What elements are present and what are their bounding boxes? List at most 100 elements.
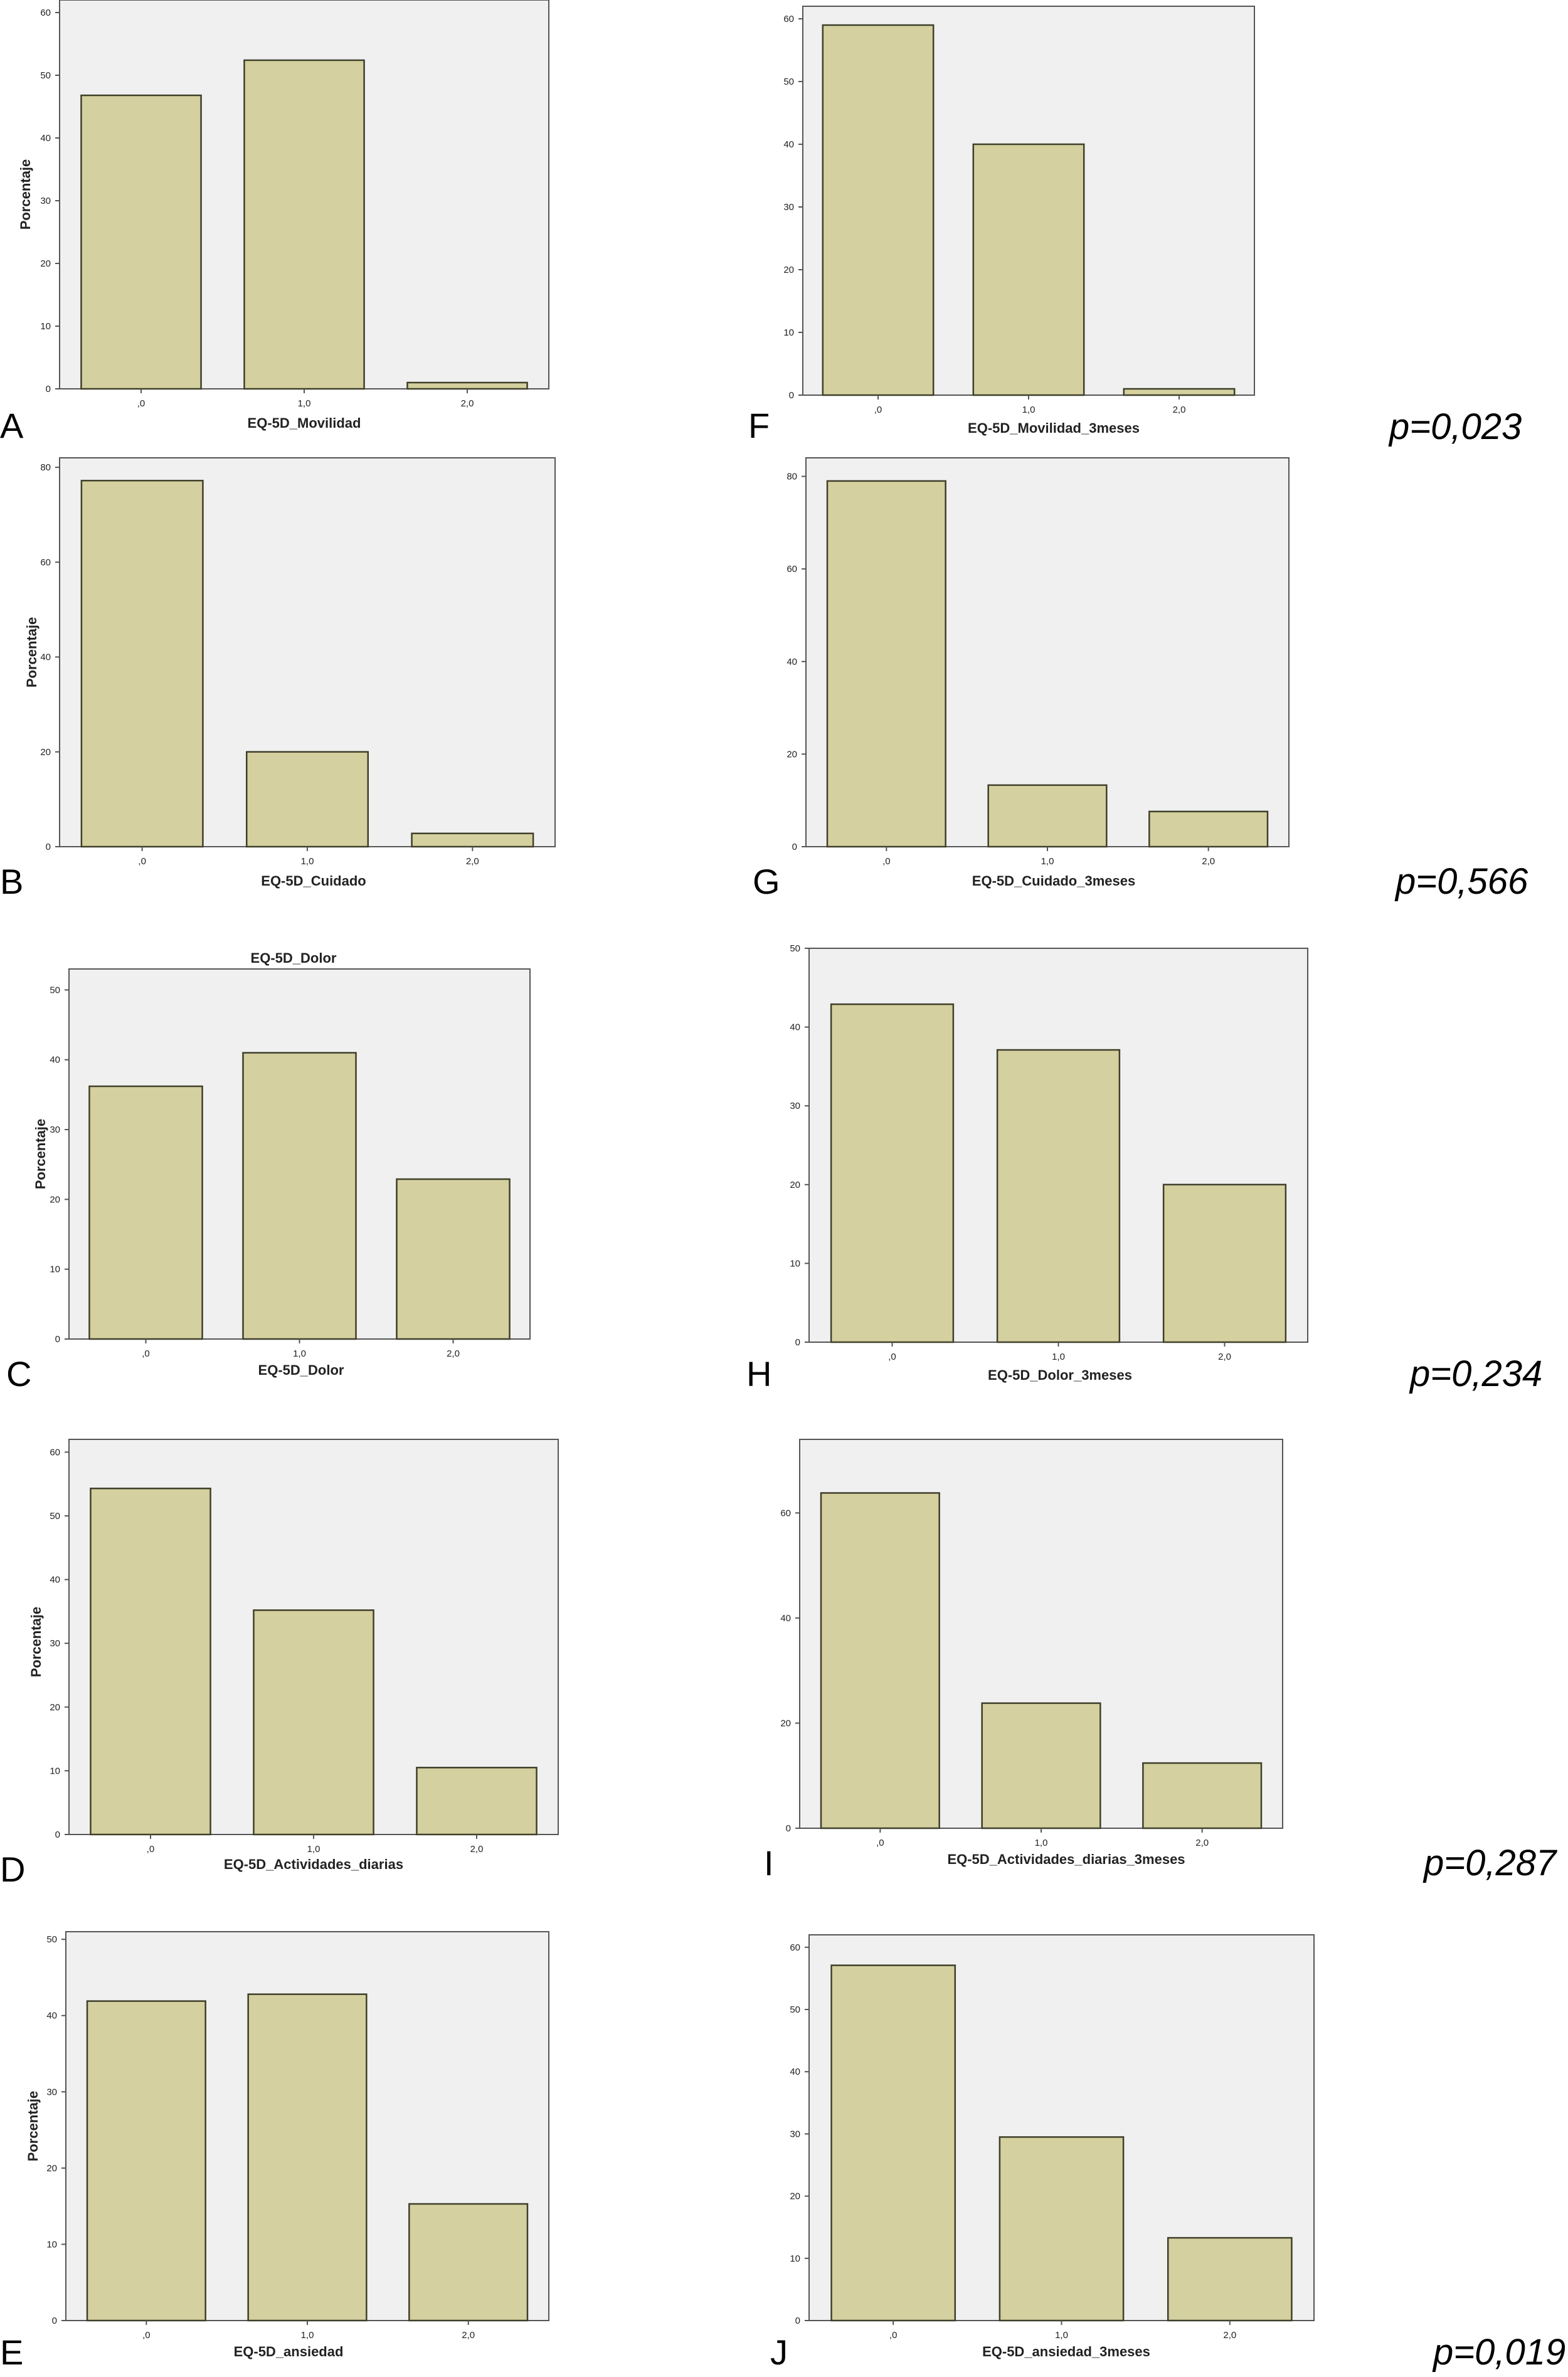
bar xyxy=(987,784,1108,848)
bar xyxy=(408,2203,529,2322)
x-tick-label: 1,0 xyxy=(293,1348,306,1359)
x-tick-label: ,0 xyxy=(882,856,891,867)
y-tick-label: 30 xyxy=(50,1638,60,1649)
bar xyxy=(822,24,935,396)
bar xyxy=(90,1487,211,1836)
y-tick-label: 60 xyxy=(787,564,797,574)
x-axis-title: EQ-5D_Cuidado xyxy=(261,873,366,889)
bar xyxy=(88,1085,203,1340)
x-tick-label: ,0 xyxy=(142,1348,150,1359)
y-tick-label: 10 xyxy=(790,2253,800,2264)
chart-panel-h: 0 10 20 30 40 50 ,0 1,0 2,0 EQ-5D_Dolor_3meses H p=… xyxy=(746,943,1542,1394)
bar xyxy=(826,480,946,848)
x-tick-label: 2,0 xyxy=(1218,1352,1231,1362)
panel-letter: E xyxy=(0,2332,23,2372)
chart-panel-j: 0 10 20 30 40 50 60 ,0 1,0 2,0 EQ-5D_ansiedad_3mes… xyxy=(770,1934,1565,2373)
x-axis-title: EQ-5D_ansiedad xyxy=(234,2344,344,2359)
bar xyxy=(253,1609,374,1836)
bar xyxy=(972,143,1085,396)
y-tick-label: 50 xyxy=(50,1511,60,1522)
panel-letter: A xyxy=(0,406,24,445)
x-tick-label: 1,0 xyxy=(1022,405,1036,415)
y-tick-label: 0 xyxy=(789,390,794,401)
panel-letter: I xyxy=(764,1843,774,1883)
bar xyxy=(245,751,369,848)
bar xyxy=(981,1702,1101,1829)
y-tick-label: 40 xyxy=(783,139,794,150)
bar xyxy=(1162,1183,1287,1343)
panel-letter: H xyxy=(746,1354,771,1394)
panel-letter: D xyxy=(0,1850,25,1889)
chart-panel-d: 0 10 20 30 40 50 60 ,0 1,0 2,0 EQ-5D_Actividades_d… xyxy=(0,1439,559,1889)
x-tick-label: 2,0 xyxy=(461,398,474,409)
bar xyxy=(80,480,204,848)
y-tick-label: 20 xyxy=(780,1718,791,1728)
bar xyxy=(1148,810,1269,848)
p-value-annotation: p=0,019 xyxy=(1432,2332,1565,2373)
bar xyxy=(999,2136,1125,2322)
panel-letter: F xyxy=(748,406,770,445)
y-tick-label: 50 xyxy=(790,2004,800,2015)
x-tick-label: ,0 xyxy=(142,2330,151,2341)
y-tick-label: 10 xyxy=(50,1766,60,1776)
y-tick-label: 40 xyxy=(50,1055,60,1066)
y-tick-label: 30 xyxy=(46,2087,57,2097)
y-tick-label: 20 xyxy=(46,2163,57,2174)
y-axis-title: Porcentaje xyxy=(18,159,33,230)
y-tick-label: 0 xyxy=(795,1337,800,1348)
x-axis-title: EQ-5D_Cuidado_3meses xyxy=(972,873,1135,889)
panel-letter: B xyxy=(0,862,23,901)
x-tick-label: 2,0 xyxy=(1223,2330,1236,2341)
bar xyxy=(242,1052,357,1340)
y-tick-label: 0 xyxy=(55,1334,60,1345)
x-axis-title: EQ-5D_Actividades_diarias xyxy=(224,1856,403,1872)
bar xyxy=(1167,2237,1293,2322)
y-tick-label: 0 xyxy=(46,842,51,852)
y-tick-label: 60 xyxy=(40,8,51,18)
y-axis-title: Porcentaje xyxy=(28,1607,44,1678)
p-value-annotation: p=0,287 xyxy=(1422,1843,1558,1883)
bar xyxy=(86,2000,206,2322)
bar xyxy=(996,1049,1121,1343)
x-tick-label: 2,0 xyxy=(1173,405,1186,415)
x-tick-label: ,0 xyxy=(876,1838,884,1848)
y-tick-label: 0 xyxy=(792,842,797,852)
x-axis-title: EQ-5D_ansiedad_3meses xyxy=(982,2344,1150,2359)
x-tick-label: 2,0 xyxy=(462,2330,475,2341)
y-tick-label: 50 xyxy=(783,77,794,87)
y-tick-label: 20 xyxy=(40,747,51,758)
y-tick-label: 30 xyxy=(50,1125,60,1135)
x-tick-label: ,0 xyxy=(138,856,146,867)
panel-letter: G xyxy=(753,862,780,901)
x-axis-title: EQ-5D_Movilidad_3meses xyxy=(968,420,1140,436)
y-tick-label: 20 xyxy=(50,1702,60,1713)
chart-panel-b: 0 20 40 60 80 ,0 1,0 2,0 EQ-5D_Cuidado Porcentaje… xyxy=(0,457,556,901)
x-tick-label: 1,0 xyxy=(307,1844,320,1855)
y-tick-label: 60 xyxy=(40,557,51,568)
x-tick-label: 2,0 xyxy=(1195,1838,1209,1848)
bar xyxy=(416,1767,538,1836)
y-tick-label: 20 xyxy=(50,1194,60,1205)
y-tick-label: 0 xyxy=(46,384,51,394)
y-tick-label: 10 xyxy=(50,1264,60,1275)
y-tick-label: 10 xyxy=(790,1258,800,1269)
p-value-annotation: p=0,566 xyxy=(1394,861,1528,902)
panel-letter: J xyxy=(770,2332,788,2372)
y-tick-label: 0 xyxy=(795,2316,800,2326)
x-tick-label: ,0 xyxy=(888,1352,896,1362)
bar xyxy=(406,381,528,390)
y-tick-label: 40 xyxy=(790,2067,800,2077)
y-tick-label: 40 xyxy=(780,1613,791,1624)
x-tick-label: ,0 xyxy=(874,405,882,415)
x-tick-label: 1,0 xyxy=(1035,1838,1048,1848)
x-tick-label: 1,0 xyxy=(298,398,311,409)
y-tick-label: 30 xyxy=(790,2129,800,2139)
y-tick-label: 10 xyxy=(40,321,51,332)
chart-title: EQ-5D_Dolor xyxy=(251,950,337,966)
y-tick-label: 30 xyxy=(40,196,51,206)
y-axis-title: Porcentaje xyxy=(25,2091,41,2162)
bar xyxy=(830,1964,956,2322)
y-tick-label: 80 xyxy=(787,472,797,482)
y-tick-label: 40 xyxy=(40,133,51,144)
